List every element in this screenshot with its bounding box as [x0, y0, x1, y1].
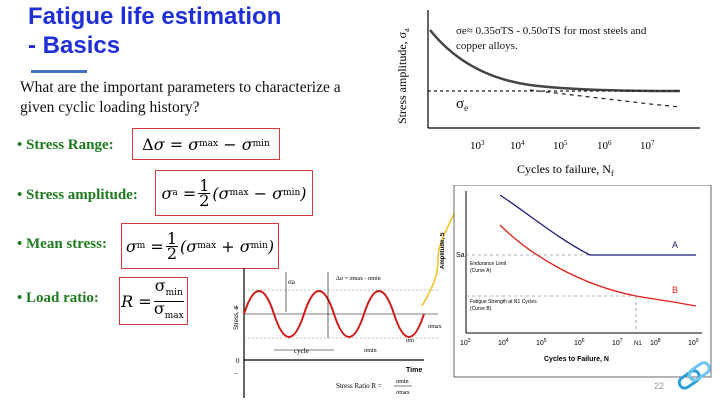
- ab-ticks: 103 104 105 106 107 108 109: [460, 338, 699, 347]
- cycle-smin-label: σmin: [364, 348, 377, 354]
- page-number: 22: [654, 381, 665, 391]
- endurance-text-1: Endurance Limit: [470, 261, 507, 267]
- sn-curve-dashed: [529, 89, 681, 108]
- fatigue-text-2: (Curve B): [470, 306, 492, 312]
- ab-x-label: Cycles to Failure, N: [544, 356, 609, 363]
- cycle-range-label: Δσ = σmax - σmin: [336, 276, 381, 282]
- slide-title: Fatigue life estimation - Basics: [28, 2, 281, 60]
- sn-tick-1e5: 105: [553, 139, 568, 152]
- title-underline: [31, 70, 87, 73]
- yellow-connector: [421, 203, 459, 307]
- sn-x-label: Cycles to failure, Nf: [517, 162, 614, 178]
- sn-note-line1: σe≈ 0.35σTS - 0.50σTS for most steels an…: [456, 25, 647, 37]
- slide-title-line2: - Basics: [28, 32, 121, 59]
- ab-y-label: Amplitude, S: [440, 232, 446, 269]
- cycle-ratio-prefix: Stress Ratio R =: [336, 382, 382, 390]
- cycle-smax-label: σmax: [428, 324, 442, 330]
- cycle-plus: +: [234, 303, 239, 312]
- param-load-ratio-label: • Load ratio:: [17, 290, 99, 306]
- cycle-ratio-num: σmin: [396, 379, 409, 385]
- sn-tick-1e4: 104: [510, 139, 525, 152]
- sn-tick-1e6: 106: [597, 139, 612, 152]
- ab-frame: [453, 185, 712, 378]
- ab-tick-1e9: 109: [688, 338, 699, 347]
- cycle-x-label: Time: [406, 367, 422, 374]
- ab-tick-1e3: 103: [460, 338, 471, 347]
- ab-tick-1e5: 105: [536, 338, 547, 347]
- sn-note-line2: copper alloys.: [456, 40, 518, 52]
- slide-title-line1: Fatigue life estimation: [28, 3, 282, 30]
- ab-n1-label: N1: [634, 341, 642, 347]
- ab-tick-1e4: 104: [498, 338, 509, 347]
- question-text: What are the important parameters to cha…: [20, 79, 341, 116]
- param-stress-amplitude-label: • Stress amplitude:: [17, 187, 138, 203]
- cycle-sm-label: σm: [406, 338, 414, 344]
- ab-tick-1e8: 108: [650, 338, 661, 347]
- ab-tick-1e6: 106: [574, 338, 585, 347]
- curve-b-label: B: [672, 285, 678, 295]
- cycle-minus: −: [234, 369, 239, 378]
- fatigue-text-1: Fatigue Strength at N1 Cycles: [470, 299, 537, 305]
- sn-curve: [429, 29, 681, 93]
- ab-chart: A B Endurance Limit (Curve A) Fatigue St…: [440, 185, 712, 378]
- load-ratio-equation: R = σmin σmax: [119, 277, 188, 325]
- connector-line: [421, 203, 459, 307]
- endurance-text-2: (Curve A): [470, 268, 491, 274]
- cycle-sa-label: σa: [288, 278, 296, 286]
- sn-tick-1e7: 107: [640, 139, 655, 152]
- ab-tick-1e7: 107: [612, 338, 623, 347]
- curve-b: [499, 224, 697, 307]
- sn-endurance-label: σe: [456, 96, 468, 113]
- ab-y-tick: Sa: [456, 252, 465, 259]
- curve-a: [499, 194, 696, 256]
- stress-wave: [243, 290, 425, 338]
- cycle-y-label: Stress, σ: [234, 306, 240, 330]
- cycle-label: cycle: [294, 347, 309, 355]
- chain-link-icon: [677, 361, 711, 390]
- cycle-ratio-den: σmax: [396, 390, 410, 396]
- cycle-zero: 0: [236, 357, 240, 365]
- param-stress-range-label: • Stress Range:: [17, 137, 114, 153]
- curve-a-label: A: [672, 240, 678, 250]
- cycle-chart: σa Δσ = σmax - σmin cycle σmin σm σmax +…: [234, 268, 442, 398]
- param-mean-stress-label: • Mean stress:: [17, 236, 107, 252]
- sn-chart: σe≈ 0.35σTS - 0.50σTS for most steels an…: [395, 10, 700, 178]
- sn-tick-1e3: 103: [470, 139, 485, 152]
- sn-y-label: Stress amplitude, σa: [395, 28, 411, 124]
- sn-ticks: 103 104 105 106 107: [470, 139, 655, 152]
